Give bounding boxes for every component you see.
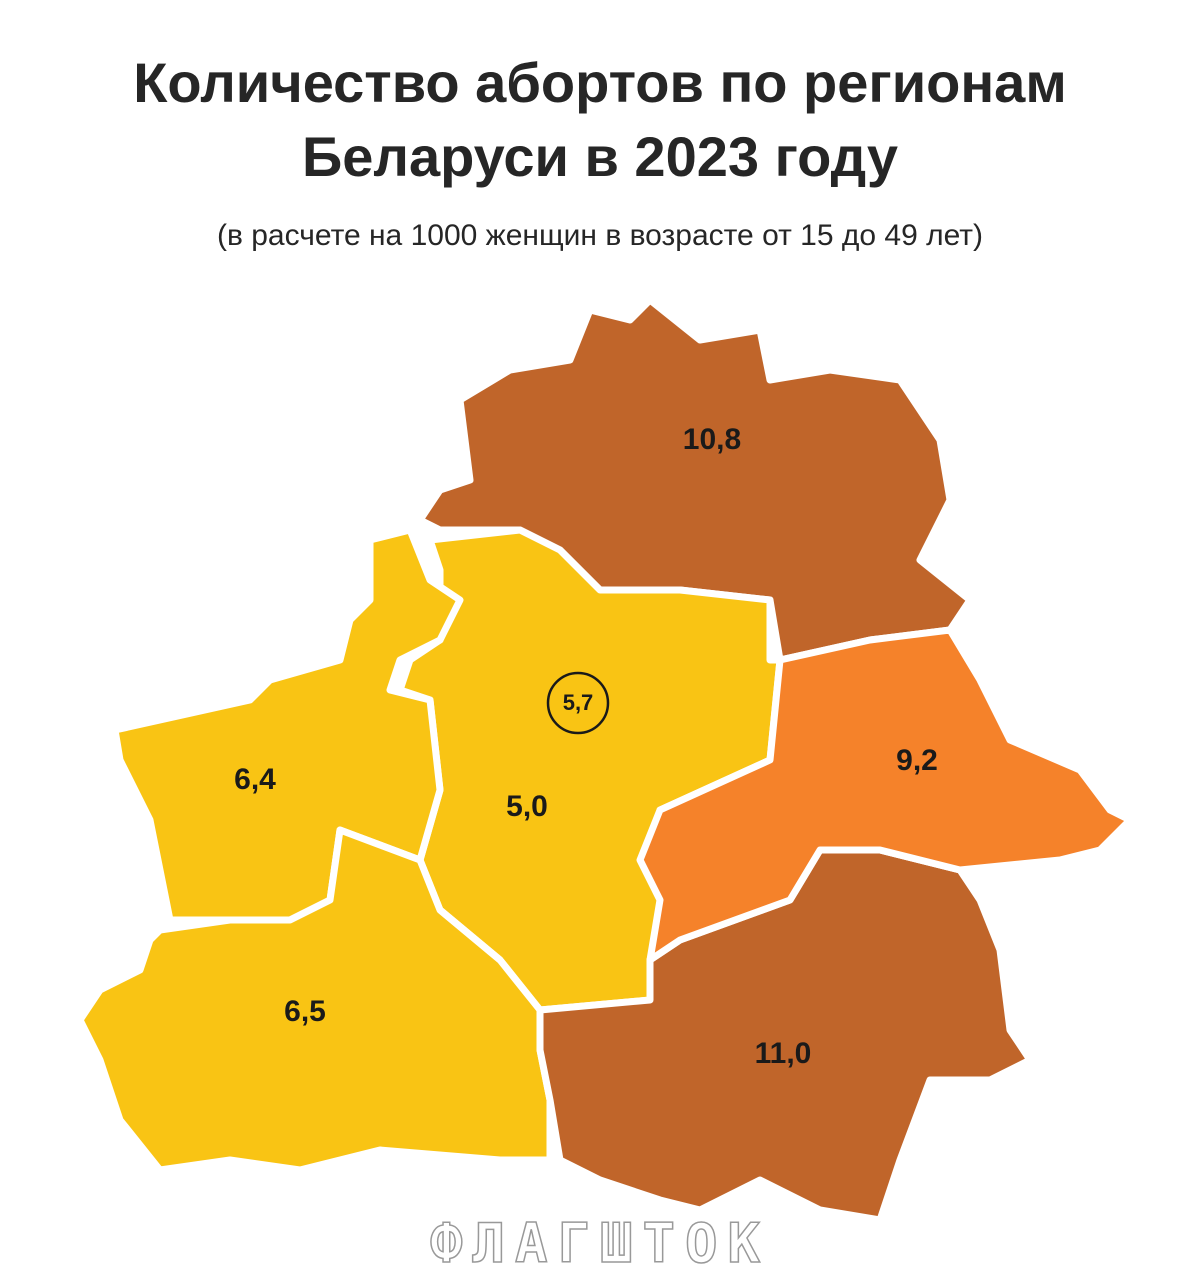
region-label: 9,2 bbox=[896, 744, 938, 777]
map: 10,8 5,0 6,4 6,5 11,0 9,2 5,7 bbox=[76, 296, 1134, 1224]
region-label: 10,8 bbox=[683, 423, 741, 456]
region-label: 6,5 bbox=[284, 995, 326, 1028]
watermark: ФЛАГШТОК bbox=[430, 1212, 770, 1275]
region-label: 6,4 bbox=[234, 763, 276, 796]
city-label: 5,7 bbox=[563, 690, 594, 715]
title-line: Количество абортов по регионам bbox=[133, 51, 1067, 114]
region-mogilev bbox=[636, 626, 1134, 964]
city-marker bbox=[546, 671, 610, 735]
region-label: 5,0 bbox=[506, 790, 548, 823]
title-line: Беларуси в 2023 году bbox=[302, 125, 898, 188]
region-label: 11,0 bbox=[755, 1037, 812, 1070]
region-brest bbox=[76, 826, 554, 1174]
subtitle: (в расчете на 1000 женщин в возрасте от … bbox=[217, 219, 983, 252]
